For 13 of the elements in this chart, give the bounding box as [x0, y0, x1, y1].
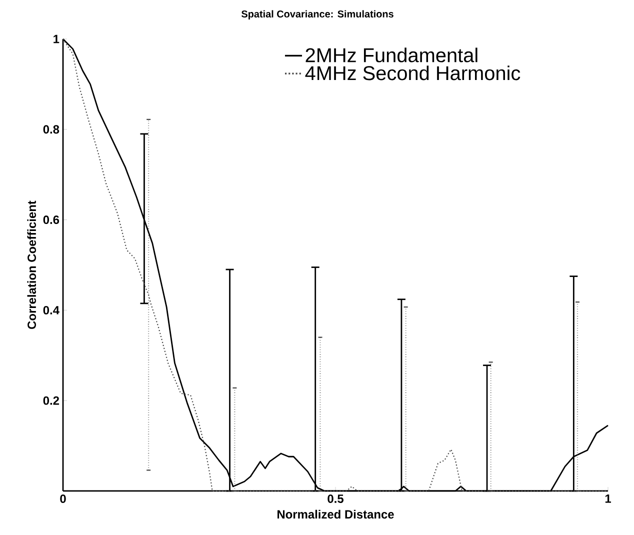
x-axis-title: Normalized Distance	[278, 510, 394, 519]
legend-label: 4MHz Second Harmonic	[305, 66, 520, 80]
legend-label: 2MHz Fundamental	[306, 48, 478, 62]
x-tick-label: 0.5	[328, 494, 344, 503]
y-tick-label: 0.2	[43, 396, 60, 405]
y-tick-label: 1	[54, 34, 60, 44]
y-tick-label: 0.4	[43, 306, 60, 314]
y-tick-label: 0.8	[43, 125, 60, 134]
x-tick-label: 0	[60, 494, 66, 503]
x-tick-label: 1	[605, 494, 611, 503]
y-axis-title: Correlation Coefficient	[27, 200, 36, 329]
chart-title: Spatial Covariance: Simulations	[241, 10, 394, 20]
y-tick-label: 0.6	[43, 216, 60, 224]
